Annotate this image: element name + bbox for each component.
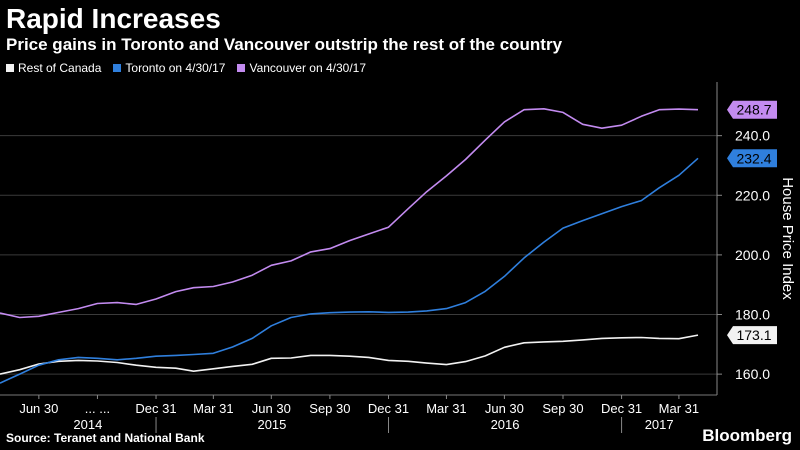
x-tick-label: Sep 30 [542,401,583,416]
series-line-toronto [0,157,699,384]
x-tick-label: Mar 31 [193,401,233,416]
x-tick-label: Jun 30 [252,401,291,416]
end-value-label-rest: 173.1 [736,327,771,343]
end-value-tag-toronto [727,149,777,168]
series-line-rest [0,334,699,375]
x-tick-label: Mar 31 [426,401,466,416]
x-tick-label: ... ... [85,401,110,416]
x-tick-label: Sep 30 [309,401,350,416]
source-note: Source: Teranet and National Bank [6,431,205,445]
legend: Rest of Canada Toronto on 4/30/17 Vancou… [6,60,366,76]
end-value-label-toronto: 232.4 [736,150,771,166]
y-tick-label: 220.0 [735,187,770,203]
x-year-label: 2016 [491,417,520,432]
legend-label-rest-of-canada: Rest of Canada [18,61,102,75]
y-tick-label: 200.0 [735,247,770,263]
chart-title: Rapid Increases [6,3,221,34]
legend-swatch-toronto [113,64,122,72]
legend-item-rest-of-canada: Rest of Canada [6,60,101,76]
end-value-label-vancouver: 248.7 [736,102,771,118]
legend-item-vancouver: Vancouver on 4/30/17 [237,60,366,76]
bloomberg-logo: Bloomberg [702,426,792,445]
legend-swatch-rest-of-canada [6,64,14,72]
legend-label-vancouver: Vancouver on 4/30/17 [249,61,366,75]
x-year-label: 2017 [645,417,674,432]
x-year-label: 2014 [73,417,102,432]
legend-label-toronto: Toronto on 4/30/17 [125,61,226,75]
x-tick-label: Jun 30 [19,401,58,416]
y-axis-title: House Price Index [779,177,796,300]
chart-subtitle: Price gains in Toronto and Vancouver out… [6,35,563,54]
legend-item-toronto: Toronto on 4/30/17 [113,60,225,76]
end-value-tag-vancouver [727,100,777,119]
x-tick-label: Mar 31 [659,401,699,416]
x-tick-label: Dec 31 [135,401,176,416]
x-tick-label: Dec 31 [601,401,642,416]
x-tick-label: Dec 31 [368,401,409,416]
x-year-label: 2015 [257,417,286,432]
y-tick-label: 160.0 [735,366,770,382]
x-tick-label: Jun 30 [485,401,524,416]
y-tick-label: 180.0 [735,307,770,323]
y-tick-label: 240.0 [735,128,770,144]
legend-swatch-vancouver [237,64,246,72]
series-line-vancouver [0,108,699,319]
end-value-tag-rest [727,326,777,345]
